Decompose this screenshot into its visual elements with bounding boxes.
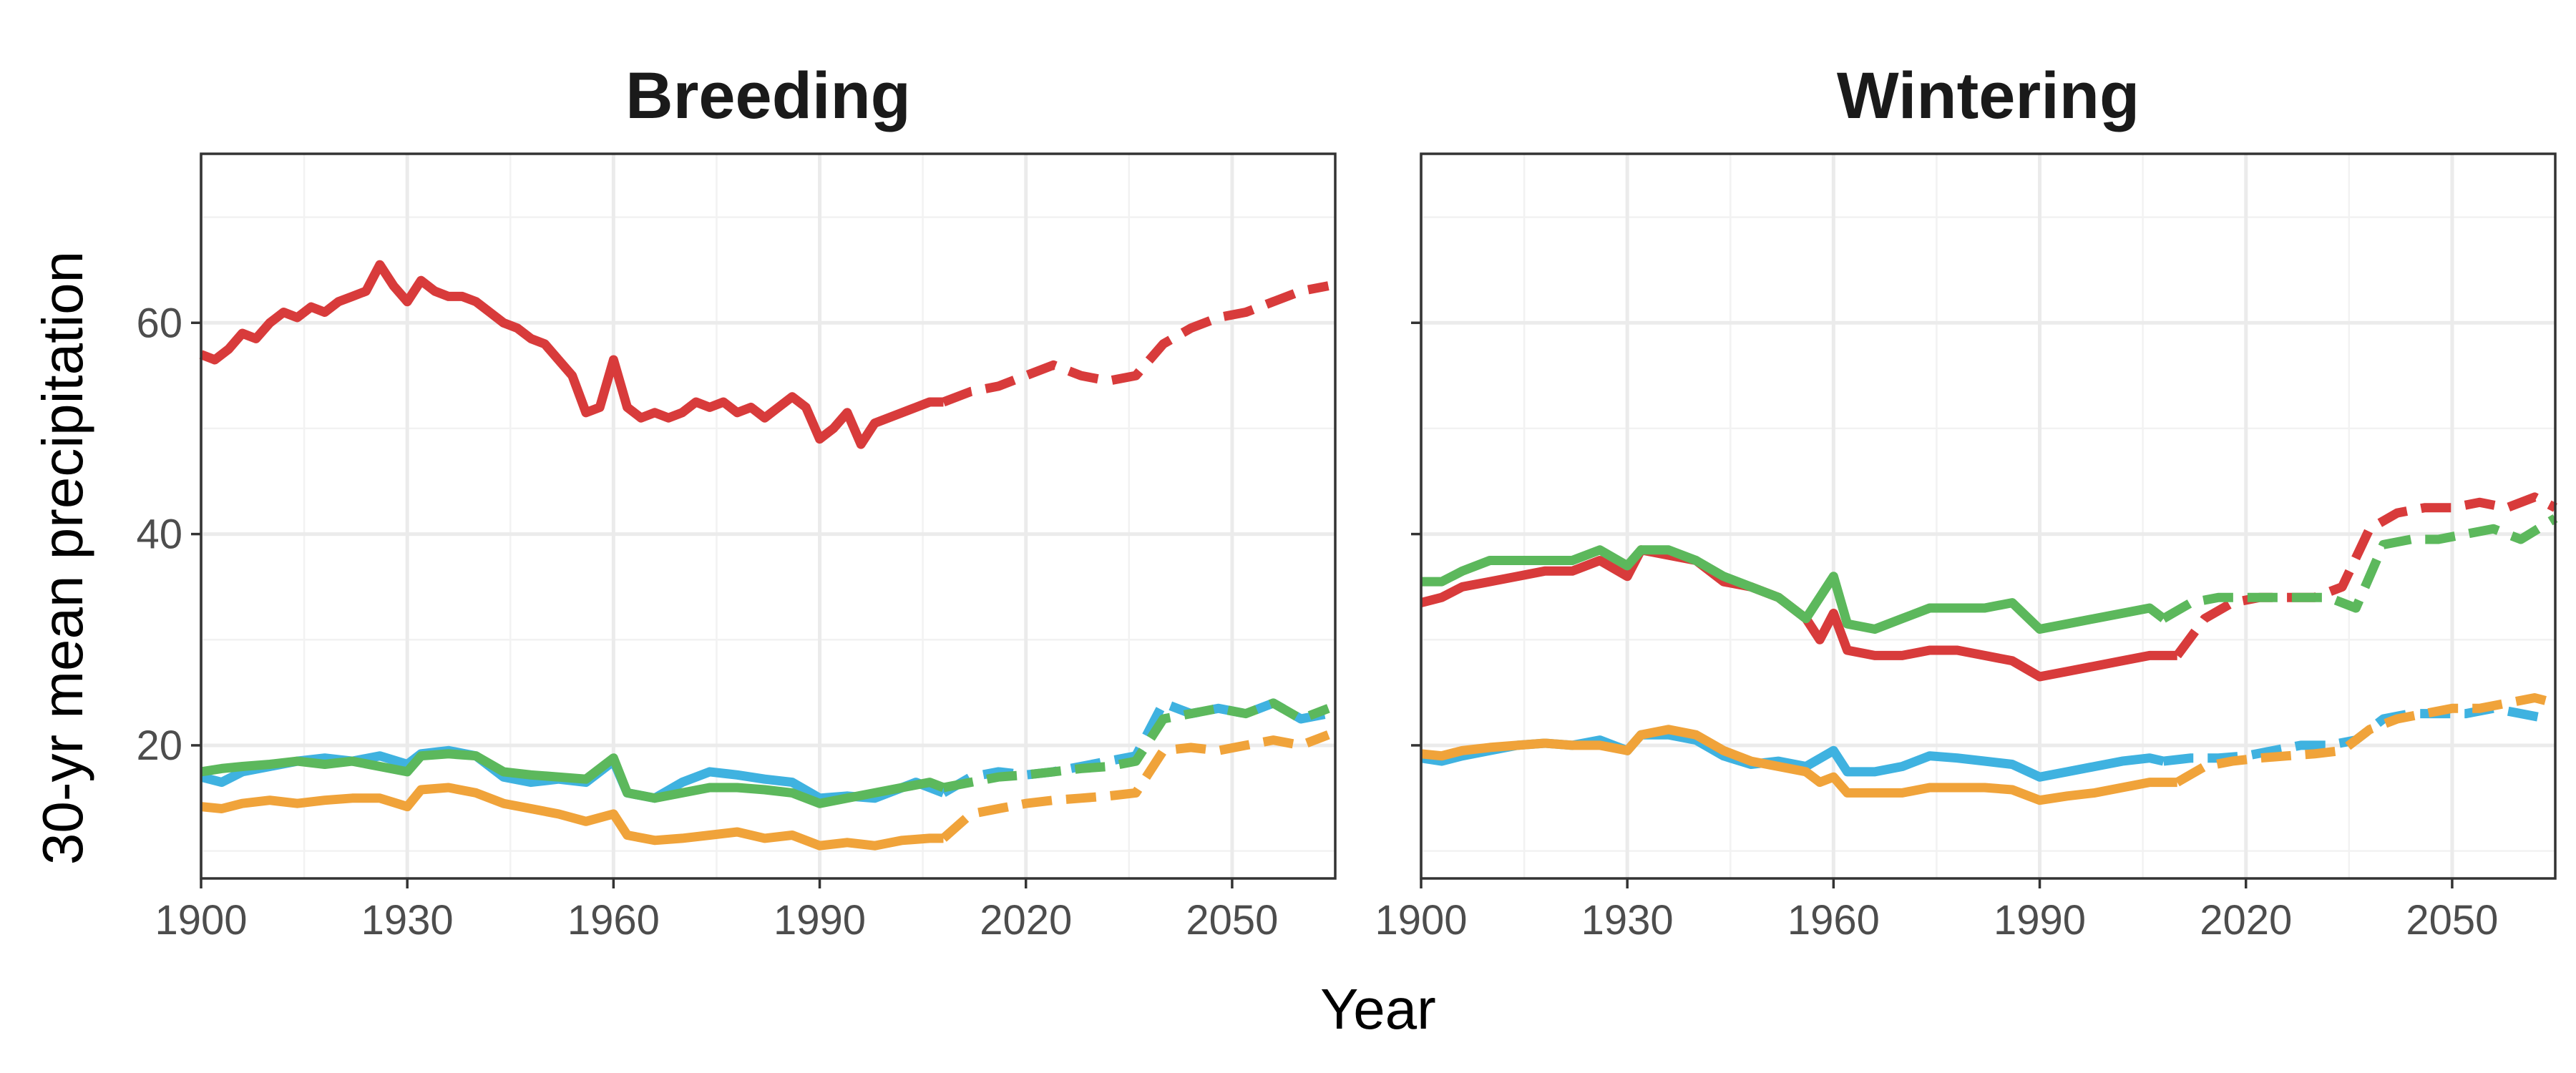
- series-red-projected: [942, 281, 1330, 407]
- y-tick-label: 60: [136, 300, 182, 346]
- y-axis-title: 30-yr mean precipitation: [31, 251, 94, 865]
- series-green-projected: [942, 698, 1330, 793]
- series-orange-projected: [940, 730, 1330, 842]
- x-tick-label: 2020: [2200, 897, 2292, 944]
- panel-title: Wintering: [1837, 59, 2140, 132]
- y-tick-label: 20: [136, 722, 182, 769]
- x-tick-label: 1900: [1375, 897, 1467, 944]
- x-tick-label: 1960: [1787, 897, 1880, 944]
- series-red-historical: [199, 260, 944, 449]
- x-tick-label: 2020: [980, 897, 1072, 944]
- x-tick-label: 2050: [2406, 897, 2498, 944]
- y-tick-label: 40: [136, 511, 182, 558]
- series-orange-historical: [200, 783, 944, 851]
- x-tick-label: 1990: [774, 897, 866, 944]
- x-tick-label: 1930: [1581, 897, 1674, 944]
- panel-frame: [200, 152, 1337, 880]
- panel-breeding: Breeding 1900 1930 1960 1990 2020 2050 20 40 60: [136, 59, 1337, 944]
- x-tick-label: 2050: [1186, 897, 1278, 944]
- panel-frame: [1420, 152, 2557, 880]
- series-green-historical: [1421, 545, 2167, 634]
- x-tick-label: 1900: [155, 897, 247, 944]
- series-green-historical: [200, 749, 945, 808]
- x-tick-label: 1990: [1994, 897, 2086, 944]
- series-orange-projected: [2175, 693, 2557, 787]
- series-orange-historical: [1420, 725, 2177, 805]
- panel-wintering: Wintering 1900 1930 1960 1990 2020 2050: [1375, 59, 2558, 944]
- x-tick-label: 1930: [361, 897, 454, 944]
- series-green-projected: [2161, 514, 2558, 623]
- x-axis-title: Year: [1320, 977, 1436, 1041]
- panel-title: Breeding: [625, 59, 911, 132]
- x-tick-label: 1960: [567, 897, 660, 944]
